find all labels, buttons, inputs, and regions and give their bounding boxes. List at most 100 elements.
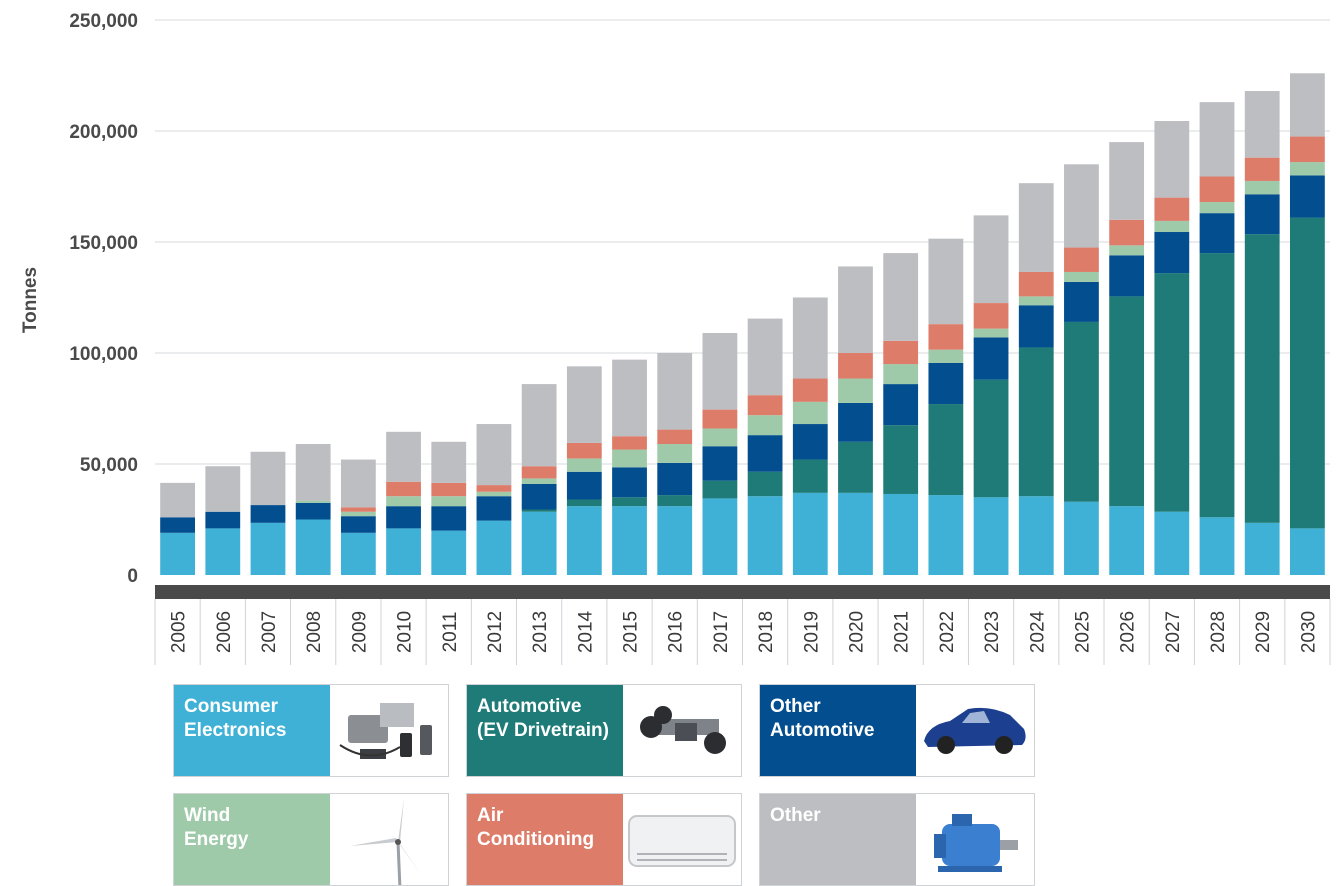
bar-segment bbox=[973, 328, 1009, 338]
bar-segment bbox=[612, 497, 647, 507]
bar-segment bbox=[295, 519, 331, 575]
bar-segment bbox=[1064, 247, 1099, 272]
bar-segment bbox=[340, 511, 376, 517]
bar-segment bbox=[1290, 175, 1325, 218]
bar-segment bbox=[1199, 176, 1235, 203]
bar-segment bbox=[1244, 91, 1280, 158]
bar-segment bbox=[1018, 271, 1054, 297]
bar-segment bbox=[1199, 253, 1235, 518]
bar-segment bbox=[1018, 183, 1054, 272]
x-tick-label: 2008 bbox=[304, 611, 325, 653]
bar-segment bbox=[1109, 296, 1145, 507]
x-tick-label: 2026 bbox=[1118, 611, 1139, 653]
bar-segment bbox=[386, 506, 421, 529]
x-tick-label: 2028 bbox=[1208, 611, 1229, 653]
bar-segment bbox=[521, 478, 557, 484]
legend-label: Automotive (EV Drivetrain) bbox=[467, 685, 623, 776]
gridlines bbox=[155, 19, 1330, 465]
bar-segment bbox=[747, 318, 783, 396]
bar-segment bbox=[747, 496, 783, 575]
y-tick-label: 100,000 bbox=[69, 344, 138, 365]
car-icon bbox=[924, 707, 1026, 754]
bar-segment bbox=[702, 333, 738, 410]
bar-segment bbox=[883, 364, 919, 385]
bar-segment bbox=[431, 482, 467, 497]
bar-segment bbox=[928, 324, 964, 350]
x-tick-label: 2017 bbox=[711, 611, 732, 653]
bar-segment bbox=[1244, 157, 1280, 181]
bar-segment bbox=[1109, 245, 1145, 256]
bar-segment bbox=[657, 462, 693, 496]
bar-segment bbox=[160, 482, 195, 518]
bar-segment bbox=[566, 471, 602, 500]
bar-segment bbox=[205, 511, 241, 529]
bar-segment bbox=[1244, 234, 1280, 523]
bars bbox=[160, 73, 1325, 575]
bar-segment bbox=[476, 424, 512, 486]
bar-segment bbox=[160, 532, 195, 575]
y-tick-label: 200,000 bbox=[69, 122, 138, 143]
bar-segment bbox=[1154, 511, 1190, 575]
x-tick-label: 2007 bbox=[259, 611, 280, 653]
bar-segment bbox=[1064, 281, 1099, 322]
bar-segment bbox=[612, 467, 647, 498]
bar-segment bbox=[205, 466, 241, 512]
bar-segment bbox=[205, 528, 241, 575]
x-tick-labels: 2005 2006 2007 2008 2009 2010 2011 2012 2013 2014… bbox=[154, 599, 1331, 665]
bar-segment bbox=[386, 496, 421, 507]
bar-segment bbox=[747, 435, 783, 472]
bar-segment bbox=[295, 444, 331, 501]
bar-segment bbox=[838, 378, 873, 403]
bar-segment bbox=[973, 303, 1009, 329]
bar-segment bbox=[476, 520, 512, 575]
y-tick-labels: 0 50,000 100,000 150,000 200,000 250,000 bbox=[69, 11, 138, 587]
bar-segment bbox=[521, 483, 557, 510]
x-tick-label: 2015 bbox=[621, 611, 642, 653]
bar-segment bbox=[792, 378, 828, 402]
bar-segment bbox=[792, 424, 828, 460]
bar-segment bbox=[250, 505, 286, 523]
x-tick-label: 2024 bbox=[1027, 610, 1048, 653]
bar-segment bbox=[1244, 180, 1280, 195]
y-axis-label: Tonnes bbox=[20, 267, 41, 333]
bar-segment bbox=[1154, 197, 1190, 221]
bar-segment bbox=[838, 266, 873, 353]
x-tick-label: 2011 bbox=[440, 612, 461, 653]
bar-segment bbox=[566, 506, 602, 575]
x-tick-label: 2019 bbox=[801, 611, 822, 653]
legend-item: Automotive (EV Drivetrain) bbox=[466, 684, 742, 777]
bar-segment bbox=[340, 507, 376, 512]
bar-segment bbox=[1290, 217, 1325, 529]
x-tick-label: 2009 bbox=[349, 611, 370, 653]
bar-segment bbox=[702, 446, 738, 481]
bar-segment bbox=[295, 502, 331, 520]
bar-segment bbox=[883, 493, 919, 575]
bar-segment bbox=[702, 480, 738, 499]
x-tick-label: 2012 bbox=[485, 611, 506, 653]
bar-segment bbox=[928, 349, 964, 363]
bar-segment bbox=[1064, 321, 1099, 502]
bar-segment bbox=[1018, 496, 1054, 575]
x-tick-label: 2022 bbox=[937, 611, 958, 653]
bar-segment bbox=[1064, 164, 1099, 248]
bar-segment bbox=[1109, 142, 1145, 220]
bar-segment bbox=[702, 498, 738, 575]
bar-segment bbox=[521, 384, 557, 467]
bar-segment bbox=[702, 409, 738, 429]
y-tick-label: 50,000 bbox=[80, 455, 138, 476]
bar-segment bbox=[612, 436, 647, 450]
bar-segment bbox=[702, 428, 738, 447]
motor-icon bbox=[934, 814, 1018, 872]
bar-segment bbox=[928, 238, 964, 325]
bar-segment bbox=[838, 353, 873, 379]
bar-segment bbox=[476, 491, 512, 497]
bar-segment bbox=[1064, 501, 1099, 575]
bar-segment bbox=[1154, 273, 1190, 512]
bar-segment bbox=[476, 496, 512, 521]
legend-label: Consumer Electronics bbox=[174, 685, 330, 776]
bar-segment bbox=[566, 499, 602, 507]
bar-segment bbox=[386, 431, 421, 482]
bar-segment bbox=[747, 395, 783, 416]
bar-segment bbox=[747, 471, 783, 497]
